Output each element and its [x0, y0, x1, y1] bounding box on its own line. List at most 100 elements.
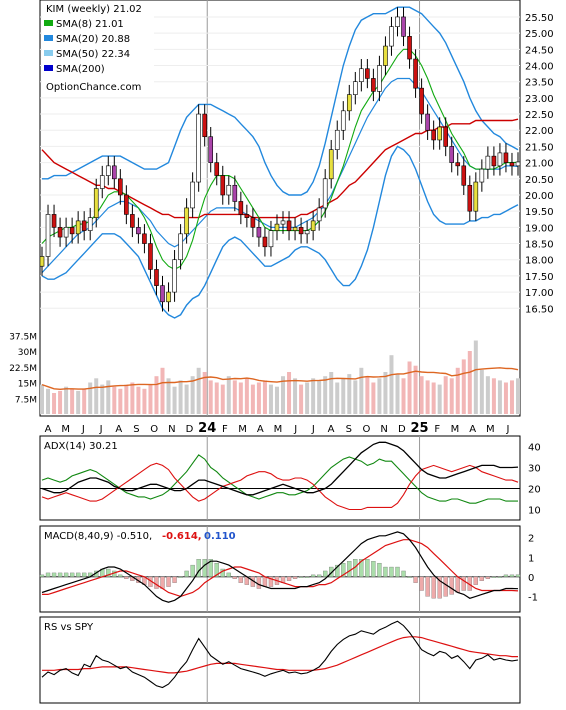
x-tick-label: D — [186, 424, 194, 435]
macd-line — [41, 531, 519, 603]
macd-histogram-bar — [461, 576, 466, 591]
macd-histogram-bar — [347, 561, 352, 577]
candle-body — [365, 68, 370, 79]
price-tick-label: 22.00 — [525, 126, 554, 137]
candle-body — [124, 194, 129, 215]
candle-body — [346, 94, 352, 112]
volume-bar — [281, 376, 286, 414]
macd-histogram-bar — [323, 570, 328, 577]
macd-histogram-bar — [160, 576, 165, 589]
price-tick-label: 19.50 — [525, 207, 554, 218]
x-tick-label: 24 — [198, 421, 216, 436]
macd-signal-line — [42, 539, 519, 598]
macd-histogram-bar — [196, 559, 201, 577]
volume-bar — [479, 369, 484, 414]
volume-bar — [190, 376, 195, 414]
candle-body — [112, 165, 117, 180]
volume-bar — [130, 382, 135, 414]
legend-swatch — [44, 20, 53, 26]
adx-panel-frame — [39, 435, 521, 521]
volume-bar — [268, 384, 273, 414]
candle-body — [262, 236, 268, 248]
volume-bar — [52, 393, 57, 414]
volume-bar — [287, 372, 292, 414]
x-tick-label: M — [238, 424, 247, 435]
macd-histogram-bar — [389, 566, 394, 577]
legend-entry: SMA(20) 20.88 — [56, 34, 130, 45]
price-tick-label: 25.50 — [525, 13, 554, 24]
volume-bar — [293, 378, 298, 414]
candle-body — [389, 26, 394, 47]
volume-bar — [491, 378, 496, 414]
volume-bar — [208, 380, 213, 414]
volume-bar — [419, 376, 424, 414]
candle-body — [256, 227, 262, 238]
candle-body — [280, 220, 286, 225]
candle-body — [443, 126, 448, 147]
macd-tick-label: 1 — [528, 553, 534, 564]
volume-bar — [262, 380, 267, 414]
candle-body — [105, 165, 111, 176]
macd-histogram-bar — [479, 576, 484, 581]
price-tick-label: 22.50 — [525, 110, 554, 121]
price-tick-label: 18.50 — [525, 240, 554, 251]
macd-histogram-bar — [407, 576, 412, 578]
volume-bar — [516, 378, 520, 414]
candle-body — [93, 188, 99, 218]
legend-background — [42, 2, 154, 94]
macd-label: MACD(8,40,9) -0.510, — [44, 531, 152, 542]
macd-histogram-bar — [317, 574, 322, 577]
macd-histogram-bar — [190, 564, 195, 577]
volume-bar — [473, 340, 478, 414]
candle-body — [220, 175, 226, 196]
macd-histogram-bar — [449, 576, 454, 595]
candle-body — [473, 181, 479, 212]
candle-body — [57, 227, 63, 238]
x-tick-label: A — [257, 424, 264, 435]
candle-body — [178, 233, 183, 261]
x-tick-label: J — [99, 424, 103, 435]
volume-bar — [172, 386, 177, 414]
candle-body — [208, 136, 214, 163]
candle-body — [316, 207, 322, 222]
volume-bar — [94, 378, 99, 414]
volume-bar — [389, 355, 394, 414]
candle-body — [268, 230, 274, 248]
macd-histogram-bar — [425, 576, 430, 597]
macd-histogram-bar — [106, 568, 111, 577]
volume-bar — [485, 376, 490, 414]
volume-bar — [317, 380, 322, 414]
candle-body — [99, 175, 105, 189]
macd-histogram-bar — [491, 576, 497, 578]
adx-line — [41, 441, 519, 496]
macd-histogram-bar — [413, 576, 418, 583]
price-tick-label: 21.50 — [525, 142, 554, 153]
candle-body — [232, 184, 238, 202]
candle-body — [226, 184, 232, 196]
macd-histogram-bar — [365, 559, 370, 577]
volume-bar — [250, 384, 255, 414]
macd-histogram-bar — [39, 574, 45, 577]
macd-histogram-bar — [118, 574, 123, 577]
volume-bar — [226, 376, 231, 414]
price-panel-frame — [39, 0, 521, 417]
candle-body — [292, 227, 298, 231]
macd-tick-label: 0 — [528, 573, 534, 584]
candle-body — [298, 227, 304, 235]
candle-body — [160, 285, 165, 303]
candle-body — [142, 233, 147, 244]
macd-tick-label: 2 — [528, 534, 534, 545]
macd-histogram-bar — [509, 574, 515, 577]
candle-body — [515, 161, 521, 167]
legend-entry: SMA(8) 21.01 — [56, 19, 124, 30]
price-tick-label: 17.50 — [525, 272, 554, 283]
macd-histogram-bar — [63, 572, 69, 577]
candle-body — [45, 214, 51, 257]
price-tick-label: 19.00 — [525, 223, 554, 234]
macd-tick-label: -1 — [528, 592, 538, 603]
legend-entry: SMA(200) — [56, 64, 105, 75]
volume-bar — [341, 378, 346, 414]
adx-tick-label: 20 — [528, 485, 541, 496]
volume-bar — [497, 380, 502, 414]
volume-bar — [377, 378, 382, 414]
